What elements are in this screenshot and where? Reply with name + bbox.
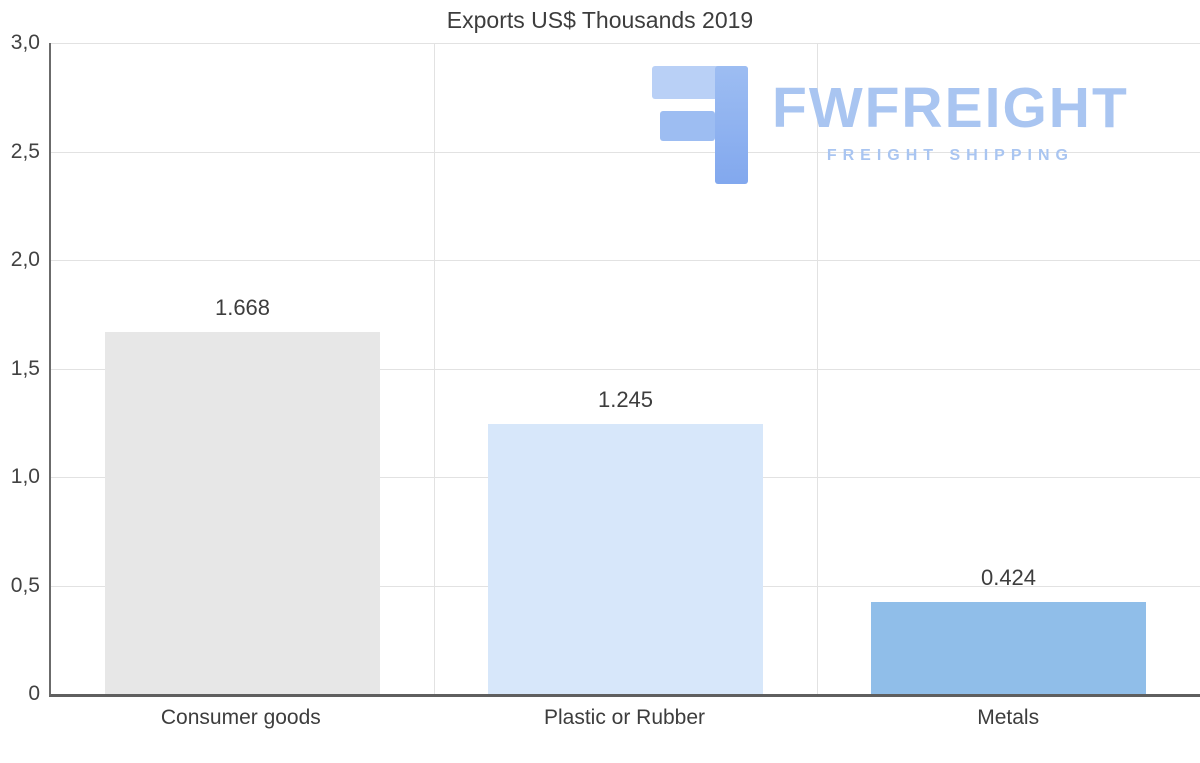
bar-value-label: 1.668 [214, 295, 271, 321]
x-tick-label: Consumer goods [160, 706, 321, 729]
y-tick-label: 2,5 [10, 139, 40, 163]
logo-tagline: FREIGHT SHIPPING [826, 147, 1074, 164]
y-tick-label: 2,0 [10, 248, 40, 271]
y-tick-label: 1,5 [10, 356, 40, 380]
bar-value-label: 0.424 [980, 565, 1037, 590]
logo-brand-name: FWFREIGHT [772, 76, 1129, 140]
bar-plastic-or-rubber: 1.245 [487, 387, 764, 694]
bar-column: 1.668 [51, 43, 434, 694]
y-tick-label: 3,0 [10, 31, 40, 54]
gridline-vertical [434, 43, 435, 694]
gridline-horizontal [51, 260, 1200, 261]
plot-area: 1.668 1.245 0.424 [49, 43, 1200, 697]
gridline-horizontal [51, 151, 1200, 153]
bar-column: 0.424 [817, 43, 1200, 694]
logo-text-block: FWFREIGHT FREIGHT SHIPPING [772, 66, 1129, 165]
bar-value-label: 1.245 [597, 386, 654, 412]
y-axis-labels: 0 0,5 1,0 1,5 2,0 2,5 3,0 [0, 31, 40, 705]
bar-consumer-goods: 1.668 [104, 295, 381, 694]
chart-title: Exports US$ Thousands 2019 [446, 7, 754, 33]
bar-metals: 0.424 [870, 565, 1147, 694]
fwfreight-logo: FWFREIGHT FREIGHT SHIPPING [652, 66, 1129, 184]
bar-column: 1.245 [434, 43, 817, 694]
x-tick-label: Plastic or Rubber [543, 706, 706, 729]
gridline-vertical [817, 43, 818, 694]
bars-layer: 1.668 1.245 0.424 [51, 43, 1200, 694]
gridline-horizontal [51, 43, 1200, 44]
gridline-horizontal [51, 368, 1200, 370]
fwfreight-logo-icon [652, 66, 748, 184]
x-tick-label: Metals [977, 706, 1040, 729]
y-tick-label: 0 [28, 682, 40, 705]
y-tick-label: 0,5 [10, 573, 40, 597]
x-axis-labels: Consumer goods Plastic or Rubber Metals [49, 706, 1200, 730]
y-tick-label: 1,0 [10, 465, 40, 488]
